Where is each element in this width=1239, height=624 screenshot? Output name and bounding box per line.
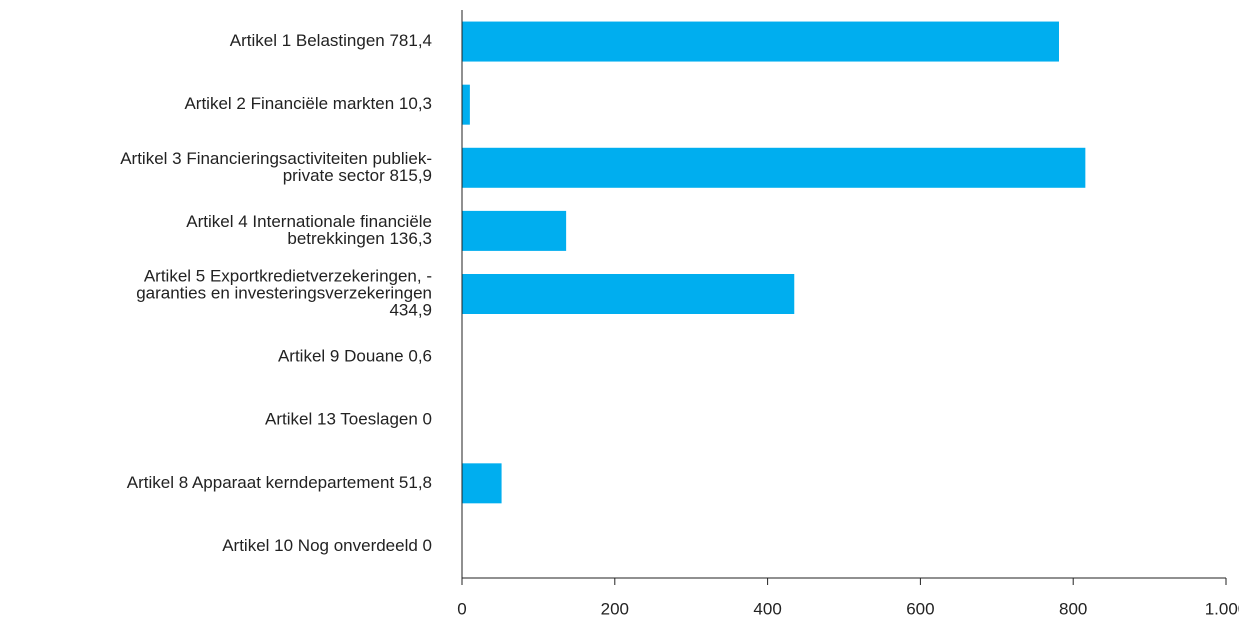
x-tick-label: 400 — [753, 599, 781, 618]
x-tick-label: 200 — [601, 599, 629, 618]
y-tick-label: Artikel 4 Internationale financiële — [186, 212, 432, 231]
y-tick-label: 434,9 — [389, 300, 432, 319]
x-tick-label: 1.000 — [1205, 599, 1239, 618]
bar — [462, 463, 502, 504]
y-tick-label: Artikel 1 Belastingen 781,4 — [230, 31, 432, 50]
y-tick-label: Artikel 9 Douane 0,6 — [278, 347, 432, 366]
bar — [462, 147, 1086, 188]
y-tick-label: Artikel 13 Toeslagen 0 — [265, 410, 432, 429]
y-tick-label: private sector 815,9 — [283, 166, 432, 185]
bar — [462, 274, 795, 314]
bar — [462, 84, 470, 125]
y-tick-label: Artikel 2 Financiële markten 10,3 — [184, 94, 432, 113]
y-tick-label: betrekkingen 136,3 — [287, 229, 432, 248]
y-tick-label: garanties en investeringsverzekeringen — [136, 283, 432, 302]
x-tick-label: 600 — [906, 599, 934, 618]
y-tick-label: Artikel 8 Apparaat kerndepartement 51,8 — [127, 473, 432, 492]
x-tick-label: 0 — [457, 599, 466, 618]
y-tick-label: Artikel 5 Exportkredietverzekeringen, - — [144, 266, 432, 285]
bar — [462, 21, 1059, 62]
x-tick-label: 800 — [1059, 599, 1087, 618]
y-tick-label: Artikel 10 Nog onverdeeld 0 — [222, 536, 432, 555]
y-tick-label: Artikel 3 Financieringsactiviteiten publ… — [120, 149, 432, 168]
bar — [462, 210, 567, 251]
